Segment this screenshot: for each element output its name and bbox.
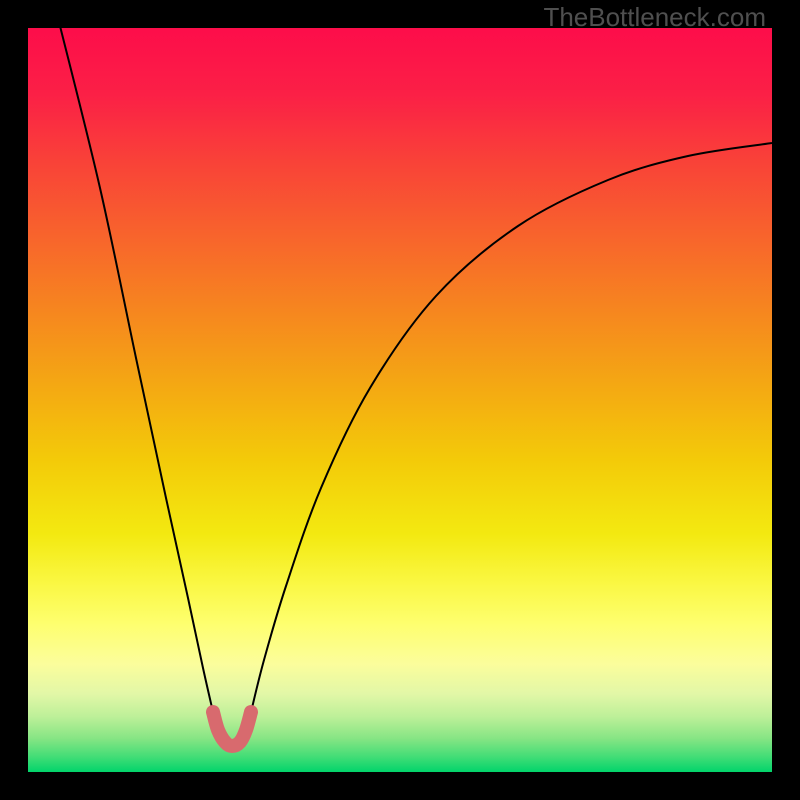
curve-right-branch <box>251 143 772 712</box>
watermark-text: TheBottleneck.com <box>543 2 766 33</box>
plot-area <box>28 28 772 772</box>
curve-left-branch <box>58 28 213 712</box>
bottleneck-curve <box>28 28 772 772</box>
chart-canvas: TheBottleneck.com <box>0 0 800 800</box>
